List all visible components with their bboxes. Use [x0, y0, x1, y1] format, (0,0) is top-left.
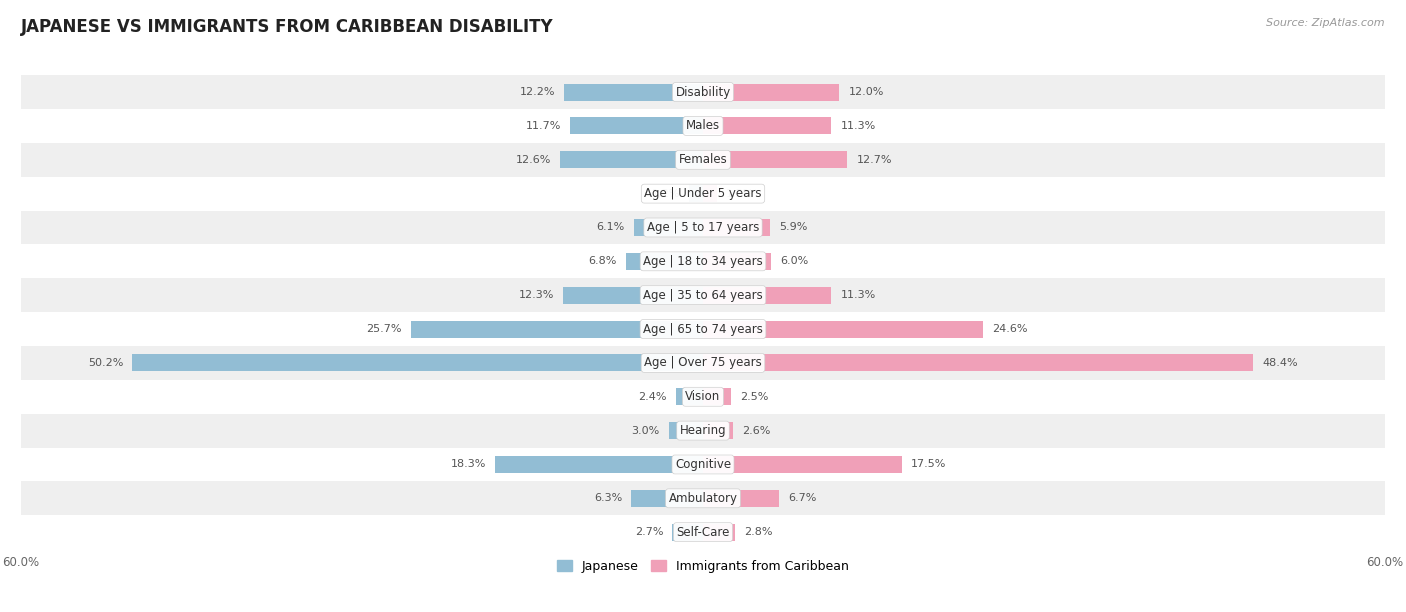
- Text: 6.0%: 6.0%: [780, 256, 808, 266]
- Text: Age | Over 75 years: Age | Over 75 years: [644, 356, 762, 370]
- Text: 12.3%: 12.3%: [519, 290, 554, 300]
- Text: 12.6%: 12.6%: [516, 155, 551, 165]
- Text: 48.4%: 48.4%: [1263, 358, 1298, 368]
- Text: 5.9%: 5.9%: [779, 223, 807, 233]
- Text: JAPANESE VS IMMIGRANTS FROM CARIBBEAN DISABILITY: JAPANESE VS IMMIGRANTS FROM CARIBBEAN DI…: [21, 18, 554, 36]
- Text: 11.3%: 11.3%: [841, 121, 876, 131]
- Bar: [411, 321, 703, 337]
- Text: 50.2%: 50.2%: [89, 358, 124, 368]
- Bar: [21, 143, 1385, 177]
- Text: 6.7%: 6.7%: [789, 493, 817, 503]
- Bar: [703, 490, 779, 507]
- Text: 2.6%: 2.6%: [741, 425, 770, 436]
- Text: 2.4%: 2.4%: [638, 392, 666, 401]
- Text: Age | 5 to 17 years: Age | 5 to 17 years: [647, 221, 759, 234]
- Bar: [564, 287, 703, 304]
- Bar: [21, 109, 1385, 143]
- Text: Age | 35 to 64 years: Age | 35 to 64 years: [643, 289, 763, 302]
- Text: 2.5%: 2.5%: [741, 392, 769, 401]
- Text: 1.2%: 1.2%: [652, 188, 681, 199]
- Text: Vision: Vision: [685, 390, 721, 403]
- Bar: [21, 244, 1385, 278]
- Bar: [495, 456, 703, 473]
- Text: 2.7%: 2.7%: [634, 527, 664, 537]
- Bar: [21, 75, 1385, 109]
- Text: 12.0%: 12.0%: [848, 87, 884, 97]
- Text: 17.5%: 17.5%: [911, 460, 946, 469]
- Bar: [560, 151, 703, 168]
- Text: 12.7%: 12.7%: [856, 155, 891, 165]
- Bar: [626, 253, 703, 270]
- Text: 6.3%: 6.3%: [595, 493, 623, 503]
- Bar: [703, 422, 733, 439]
- Text: Age | 65 to 74 years: Age | 65 to 74 years: [643, 323, 763, 335]
- Bar: [21, 211, 1385, 244]
- Text: Cognitive: Cognitive: [675, 458, 731, 471]
- Bar: [634, 219, 703, 236]
- Text: Source: ZipAtlas.com: Source: ZipAtlas.com: [1267, 18, 1385, 28]
- Text: Age | 18 to 34 years: Age | 18 to 34 years: [643, 255, 763, 268]
- Bar: [564, 84, 703, 100]
- Bar: [21, 346, 1385, 380]
- Bar: [569, 118, 703, 135]
- Bar: [21, 515, 1385, 549]
- Bar: [703, 151, 848, 168]
- Legend: Japanese, Immigrants from Caribbean: Japanese, Immigrants from Caribbean: [553, 555, 853, 578]
- Bar: [21, 447, 1385, 482]
- Bar: [21, 414, 1385, 447]
- Text: Ambulatory: Ambulatory: [668, 492, 738, 505]
- Bar: [703, 287, 831, 304]
- Text: 1.2%: 1.2%: [725, 188, 754, 199]
- Bar: [672, 524, 703, 540]
- Text: Males: Males: [686, 119, 720, 132]
- Bar: [21, 177, 1385, 211]
- Bar: [703, 388, 731, 405]
- Text: 24.6%: 24.6%: [991, 324, 1028, 334]
- Bar: [703, 185, 717, 202]
- Bar: [703, 118, 831, 135]
- Bar: [21, 380, 1385, 414]
- Bar: [21, 482, 1385, 515]
- Bar: [703, 354, 1253, 371]
- Bar: [703, 253, 772, 270]
- Text: 11.3%: 11.3%: [841, 290, 876, 300]
- Bar: [703, 524, 735, 540]
- Text: 2.8%: 2.8%: [744, 527, 772, 537]
- Text: Self-Care: Self-Care: [676, 526, 730, 539]
- Text: Age | Under 5 years: Age | Under 5 years: [644, 187, 762, 200]
- Bar: [703, 219, 770, 236]
- Text: Females: Females: [679, 153, 727, 166]
- Text: 3.0%: 3.0%: [631, 425, 659, 436]
- Text: 25.7%: 25.7%: [367, 324, 402, 334]
- Text: 6.8%: 6.8%: [588, 256, 617, 266]
- Text: Disability: Disability: [675, 86, 731, 99]
- Bar: [703, 456, 901, 473]
- Bar: [703, 321, 983, 337]
- Text: 11.7%: 11.7%: [526, 121, 561, 131]
- Bar: [669, 422, 703, 439]
- Bar: [21, 312, 1385, 346]
- Text: 6.1%: 6.1%: [596, 223, 624, 233]
- Text: Hearing: Hearing: [679, 424, 727, 437]
- Bar: [21, 278, 1385, 312]
- Text: 12.2%: 12.2%: [520, 87, 555, 97]
- Text: 18.3%: 18.3%: [450, 460, 486, 469]
- Bar: [132, 354, 703, 371]
- Bar: [689, 185, 703, 202]
- Bar: [631, 490, 703, 507]
- Bar: [703, 84, 839, 100]
- Bar: [676, 388, 703, 405]
